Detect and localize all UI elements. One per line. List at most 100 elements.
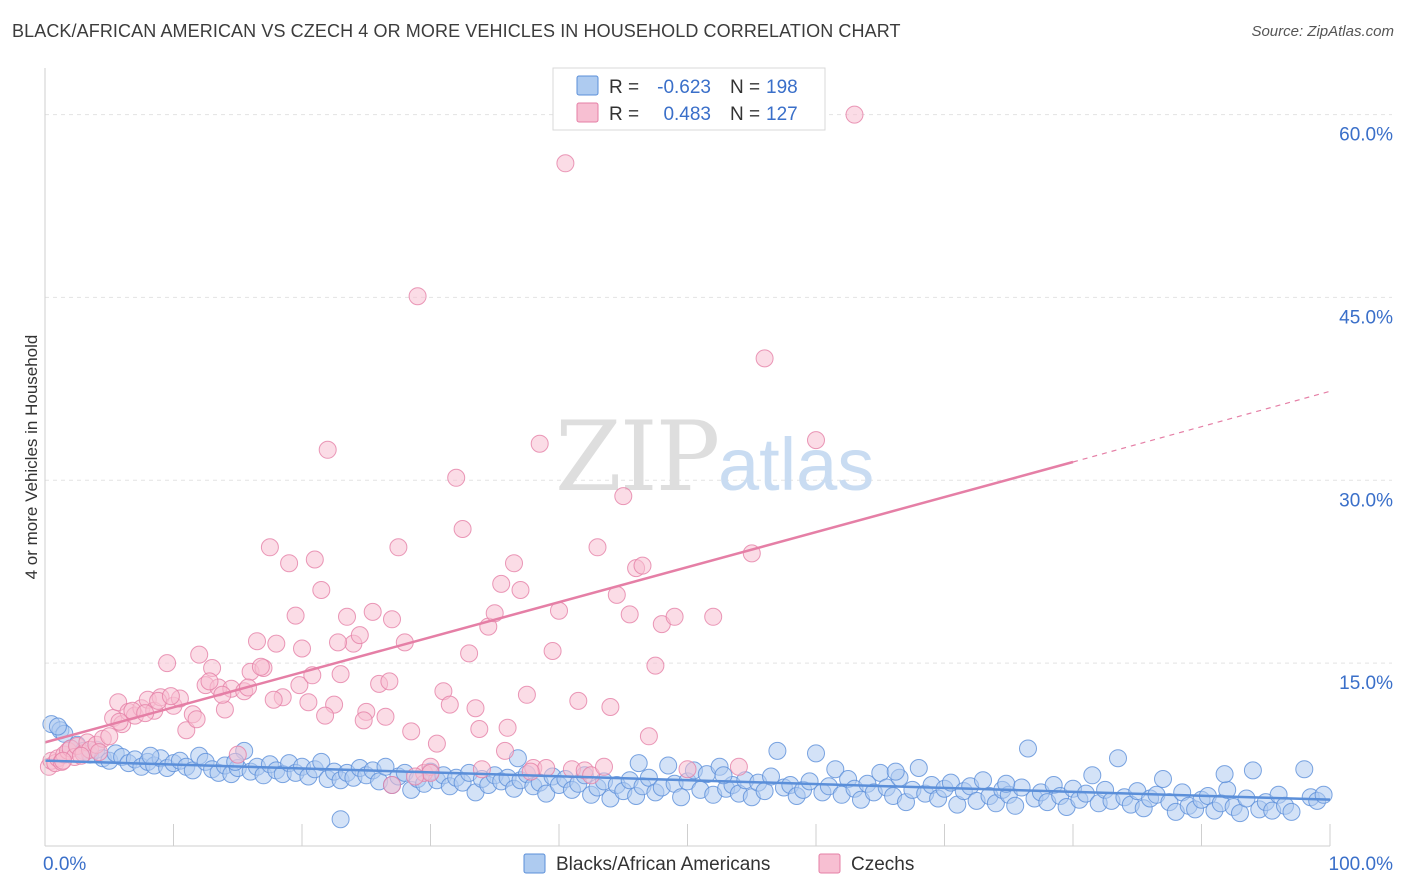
- y-axis-label: 4 or more Vehicles in Household: [22, 335, 41, 580]
- watermark: ZIP atlas: [555, 401, 874, 513]
- point-1-78: [498, 718, 517, 737]
- point-1-64: [408, 287, 427, 306]
- watermark-zip: ZIP: [555, 401, 718, 513]
- point-1-47: [299, 693, 318, 712]
- y-axis-title: 4 or more Vehicles in Household: [22, 335, 41, 580]
- point-1-48: [305, 550, 324, 569]
- point-0-118: [800, 772, 819, 791]
- point-0-162: [1083, 766, 1102, 785]
- point-0-96: [659, 756, 678, 775]
- point-1-61: [389, 538, 408, 557]
- point-1-79: [505, 554, 523, 573]
- point-0-204: [1215, 765, 1234, 784]
- r-label-blue: R =: [609, 77, 639, 98]
- point-0-206: [714, 766, 733, 785]
- point-1-104: [678, 760, 697, 779]
- series-legend-swatch-pink: [818, 853, 841, 874]
- point-1-131: [354, 711, 373, 730]
- point-1-15: [100, 727, 119, 746]
- point-1-136: [521, 762, 540, 781]
- point-1-91: [582, 766, 601, 785]
- x-tick-label-0: 0.0%: [43, 854, 86, 875]
- point-1-63: [402, 722, 421, 741]
- grid-layer: [45, 114, 1392, 664]
- point-1-135: [496, 741, 514, 760]
- legend-swatch-pink: [576, 102, 599, 123]
- point-1-42: [267, 634, 286, 653]
- point-1-97: [620, 605, 639, 624]
- point-1-77: [492, 574, 511, 593]
- point-0-113: [768, 741, 787, 760]
- trend-line-0: [44, 759, 1331, 801]
- point-0-194: [1295, 760, 1314, 779]
- n-label-pink: N =: [730, 104, 760, 125]
- point-0-121: [819, 777, 838, 796]
- point-0-135: [909, 759, 928, 777]
- point-1-134: [470, 720, 489, 738]
- point-1-105: [704, 607, 723, 626]
- point-1-94: [601, 698, 620, 716]
- point-1-25: [158, 654, 177, 673]
- point-1-39: [248, 632, 266, 651]
- x-tick-label-1: 100.0%: [1329, 854, 1394, 875]
- r-label-pink: R =: [609, 104, 639, 125]
- point-1-49: [312, 581, 331, 599]
- point-1-69: [440, 695, 459, 714]
- point-1-114: [72, 746, 90, 765]
- point-1-120: [161, 687, 180, 706]
- axes-layer: 0.0% 100.0% 15.0% 30.0% 45.0% 60.0%: [43, 68, 1393, 875]
- point-1-50: [318, 440, 337, 459]
- point-1-125: [251, 657, 270, 676]
- point-1-60: [383, 610, 401, 629]
- point-1-45: [286, 606, 305, 625]
- point-0-173: [1154, 770, 1172, 788]
- point-1-109: [807, 431, 825, 450]
- point-1-70: [447, 468, 466, 487]
- chart-title: BLACK/AFRICAN AMERICAN VS CZECH 4 OR MOR…: [12, 21, 901, 41]
- point-1-85: [543, 642, 562, 660]
- point-0-205: [886, 762, 905, 781]
- point-0-199: [331, 810, 350, 829]
- point-0-122: [826, 760, 845, 779]
- point-1-89: [569, 691, 588, 710]
- stats-legend: R = -0.623 N = 198 R = 0.483 N = 127: [552, 67, 826, 131]
- point-0-203: [629, 754, 648, 773]
- series-legend-swatch-blue: [523, 853, 546, 874]
- point-1-57: [363, 602, 382, 621]
- n-label-blue: N =: [730, 77, 760, 98]
- point-1-41: [260, 538, 279, 557]
- y-tick-label-3: 60.0%: [1339, 125, 1393, 146]
- point-0-207: [997, 774, 1016, 793]
- point-0-166: [1109, 749, 1127, 768]
- point-1-46: [293, 639, 311, 658]
- point-1-96: [614, 487, 633, 506]
- point-0-152: [1019, 739, 1037, 758]
- point-1-110: [845, 105, 864, 124]
- point-0-187: [1243, 761, 1262, 780]
- point-0-98: [672, 788, 691, 807]
- point-1-83: [530, 434, 549, 453]
- point-1-103: [665, 607, 684, 626]
- point-1-44: [280, 554, 299, 573]
- point-1-112: [383, 776, 401, 794]
- point-0-193: [1282, 802, 1301, 821]
- point-1-72: [460, 644, 479, 663]
- point-1-130: [329, 633, 347, 652]
- point-1-115: [90, 743, 108, 762]
- point-1-34: [215, 700, 234, 719]
- trend-layer: [44, 390, 1331, 801]
- point-0-77: [537, 784, 556, 803]
- chart-source: Source: ZipAtlas.com: [1251, 23, 1394, 40]
- point-1-122: [200, 672, 219, 691]
- point-1-53: [338, 607, 356, 626]
- point-1-93: [595, 757, 613, 776]
- point-1-129: [316, 706, 335, 725]
- point-0-42: [312, 752, 331, 771]
- point-1-80: [511, 581, 530, 599]
- point-1-87: [556, 154, 575, 173]
- y-tick-label-0: 15.0%: [1339, 673, 1393, 694]
- point-1-59: [376, 707, 395, 726]
- r-value-blue: -0.623: [657, 77, 711, 98]
- point-1-132: [380, 672, 399, 691]
